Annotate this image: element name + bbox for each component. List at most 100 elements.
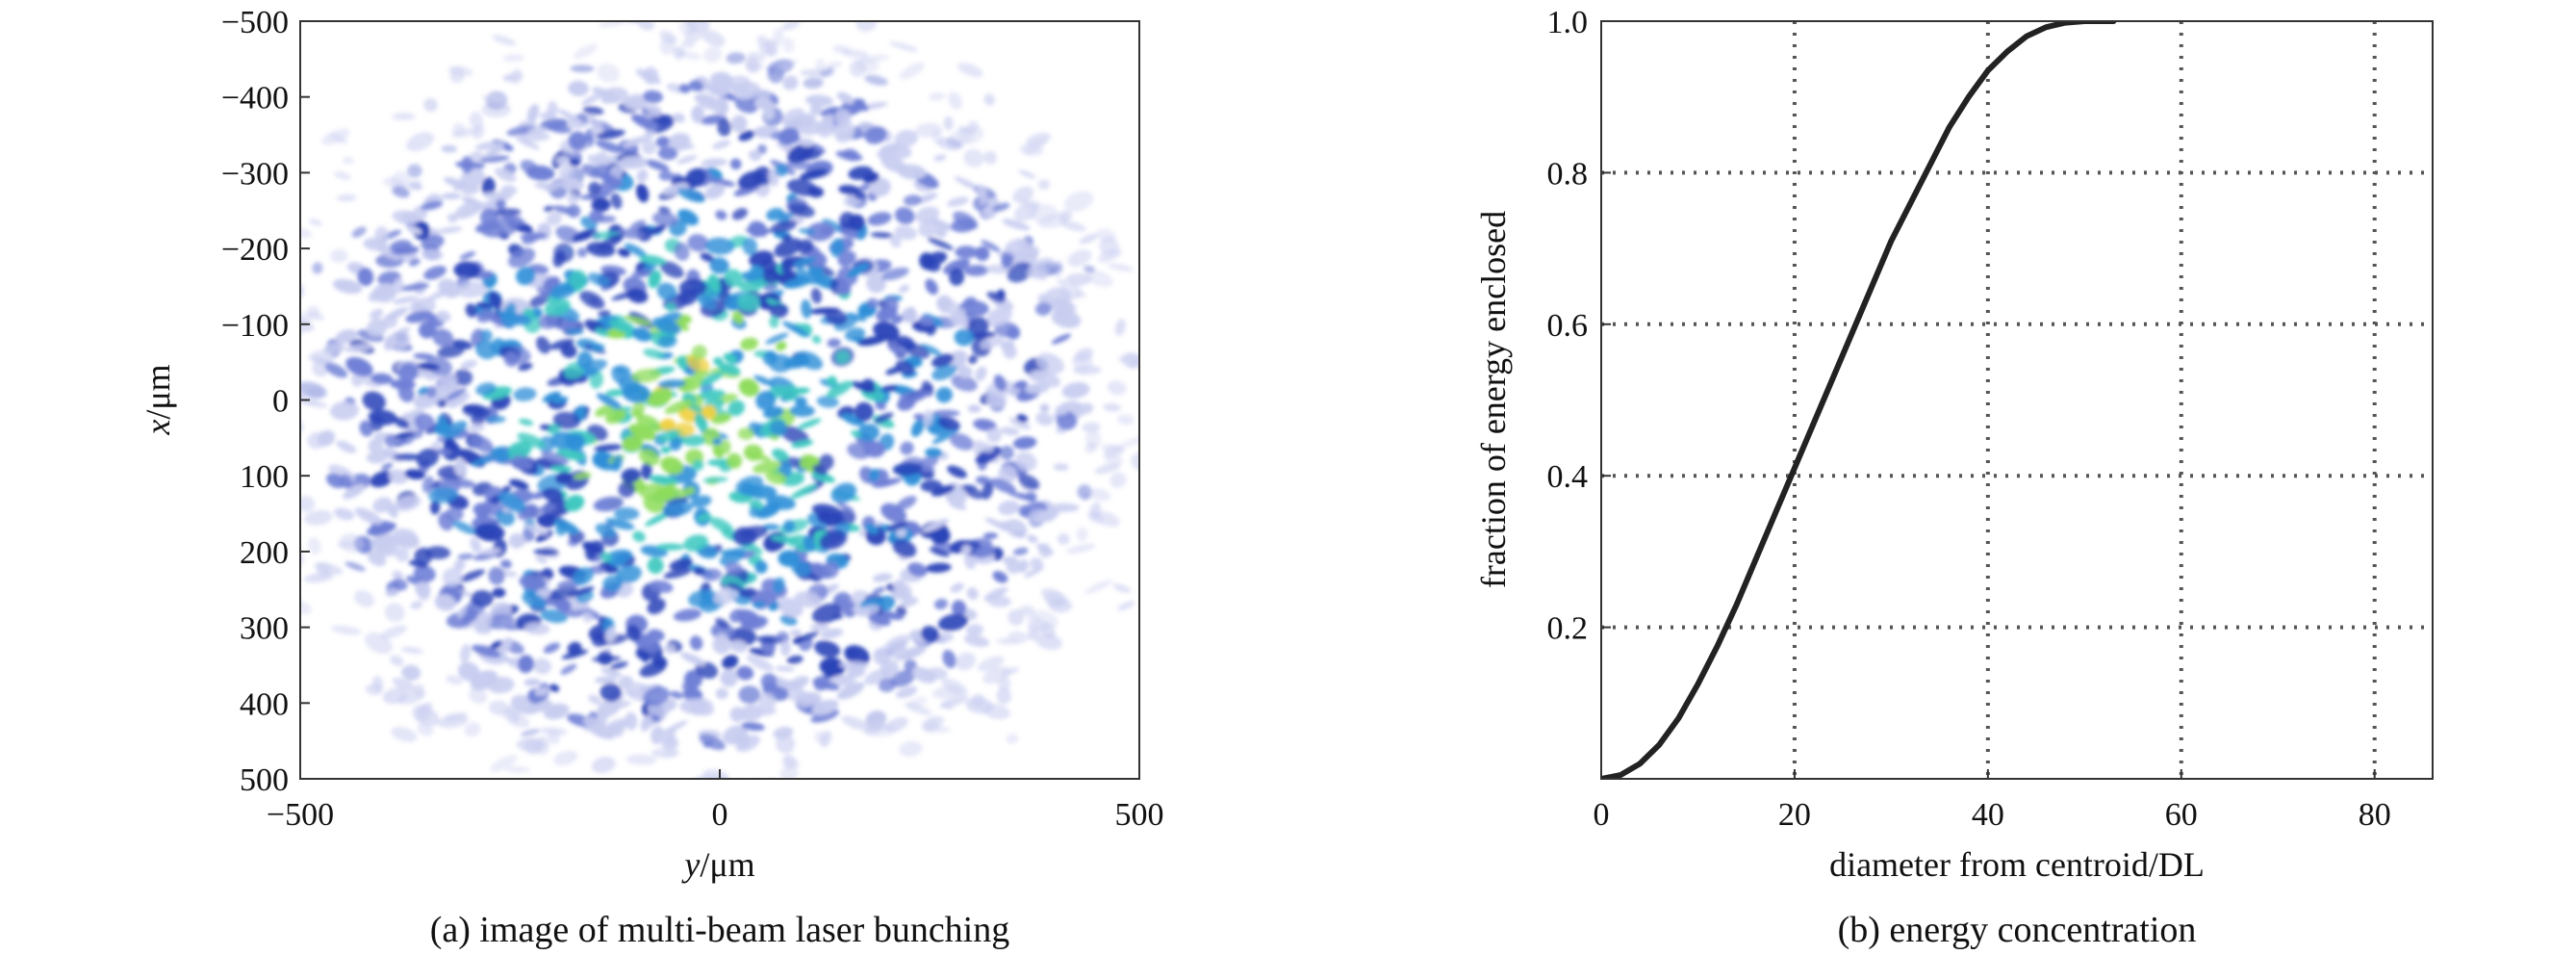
speckle-blob [805,94,833,107]
speckle-blob [810,709,840,723]
speckle-blob [384,603,405,622]
panel-a-caption: (a) image of multi-beam laser bunching [430,910,1010,950]
speckle-blob [705,4,729,22]
speckle-blob [1007,262,1033,283]
speckle-blob [943,258,970,275]
speckle-blob [838,185,861,195]
heatmap-y-tick-label: 500 [240,762,289,798]
speckle-blob [773,60,798,73]
speckle-blob [1061,381,1090,400]
speckle-blob [656,282,677,300]
speckle-blob [264,512,278,525]
speckle-blob [365,632,393,655]
speckle-blob [797,691,820,704]
speckle-blob [687,403,704,413]
speckle-blob [666,133,691,152]
speckle-blob [582,106,604,116]
line-x-tick-label: 80 [2359,797,2391,833]
speckle-blob [599,21,628,28]
speckle-blob [775,805,802,813]
speckle-blob [931,427,959,445]
speckle-blob [445,506,464,522]
speckle-blob [1077,484,1092,500]
speckle-blob [507,247,536,269]
speckle-blob [449,66,465,84]
line-x-tick-label: 60 [2165,797,2198,833]
speckle-blob [795,789,815,810]
heatmap-y-tick-label: −100 [221,308,289,344]
speckle-blob [687,234,709,252]
speckle-blob [461,184,480,195]
speckle-blob [678,278,707,297]
speckle-blob [878,678,897,692]
speckle-blob [533,548,559,556]
speckle-blob [755,221,768,237]
speckle-blob [334,507,355,521]
speckle-blob [849,60,867,77]
speckle-blob [481,94,510,110]
line-plot-area [1601,21,2433,779]
speckle-blob [827,380,854,399]
speckle-blob [486,415,506,424]
speckle-blob [501,485,512,494]
speckle-blob [714,632,728,646]
heatmap-y-tick-label: 100 [240,459,289,495]
speckle-blob [835,350,851,364]
speckle-blob [1056,411,1078,430]
speckle-blob [716,97,729,116]
speckle-blob [547,730,561,744]
speckle-blob [863,668,891,685]
speckle-blob [659,261,684,278]
speckle-blob [949,268,965,286]
speckle-blob [797,149,823,161]
speckle-blob [450,127,481,138]
speckle-blob [418,386,429,396]
speckle-blob [401,664,421,682]
speckle-blob [781,234,793,242]
speckle-blob [453,181,467,192]
speckle-blob [1020,199,1041,209]
speckle-blob [464,722,481,737]
speckle-blob [394,431,416,440]
speckle-blob [760,673,778,690]
speckle-blob [757,692,777,711]
speckle-blob [643,686,670,707]
speckle-blob [899,597,919,607]
speckle-blob [1051,309,1082,328]
speckle-blob [763,108,775,120]
speckle-blob [423,265,447,280]
speckle-blob [723,352,737,364]
speckle-blob [605,518,635,530]
speckle-blob [342,157,355,165]
speckle-blob [701,30,726,47]
speckle-blob [517,432,547,449]
speckle-blob [889,234,902,248]
speckle-blob [641,461,652,480]
speckle-blob [837,281,852,296]
speckle-blob [611,290,641,301]
speckle-blob [880,267,909,281]
speckle-blob [790,484,818,499]
speckle-blob [1152,478,1180,486]
speckle-blob [1027,257,1056,279]
speckle-blob [772,449,789,462]
speckle-blob [632,530,646,543]
speckle-blob [579,291,605,309]
speckle-blob [819,114,834,132]
speckle-blob [1024,565,1045,579]
speckle-blob [672,113,685,123]
speckle-blob [569,270,587,290]
speckle-blob [641,140,657,155]
speckle-blob [550,431,575,450]
heatmap-x-tick-label: 0 [712,797,728,833]
speckle-blob [843,148,860,162]
speckle-blob [624,243,648,258]
speckle-blob [765,332,789,345]
speckle-blob [755,503,781,519]
speckle-blob [1045,505,1056,523]
speckle-blob [674,320,689,331]
panel-b-line-chart: 0 20 40 60 80 0.2 0.4 0.6 0.8 1.0 diameter from … [1474,5,2434,950]
speckle-blob [782,37,795,53]
speckle-blob [894,129,918,147]
speckle-blob [599,552,613,563]
